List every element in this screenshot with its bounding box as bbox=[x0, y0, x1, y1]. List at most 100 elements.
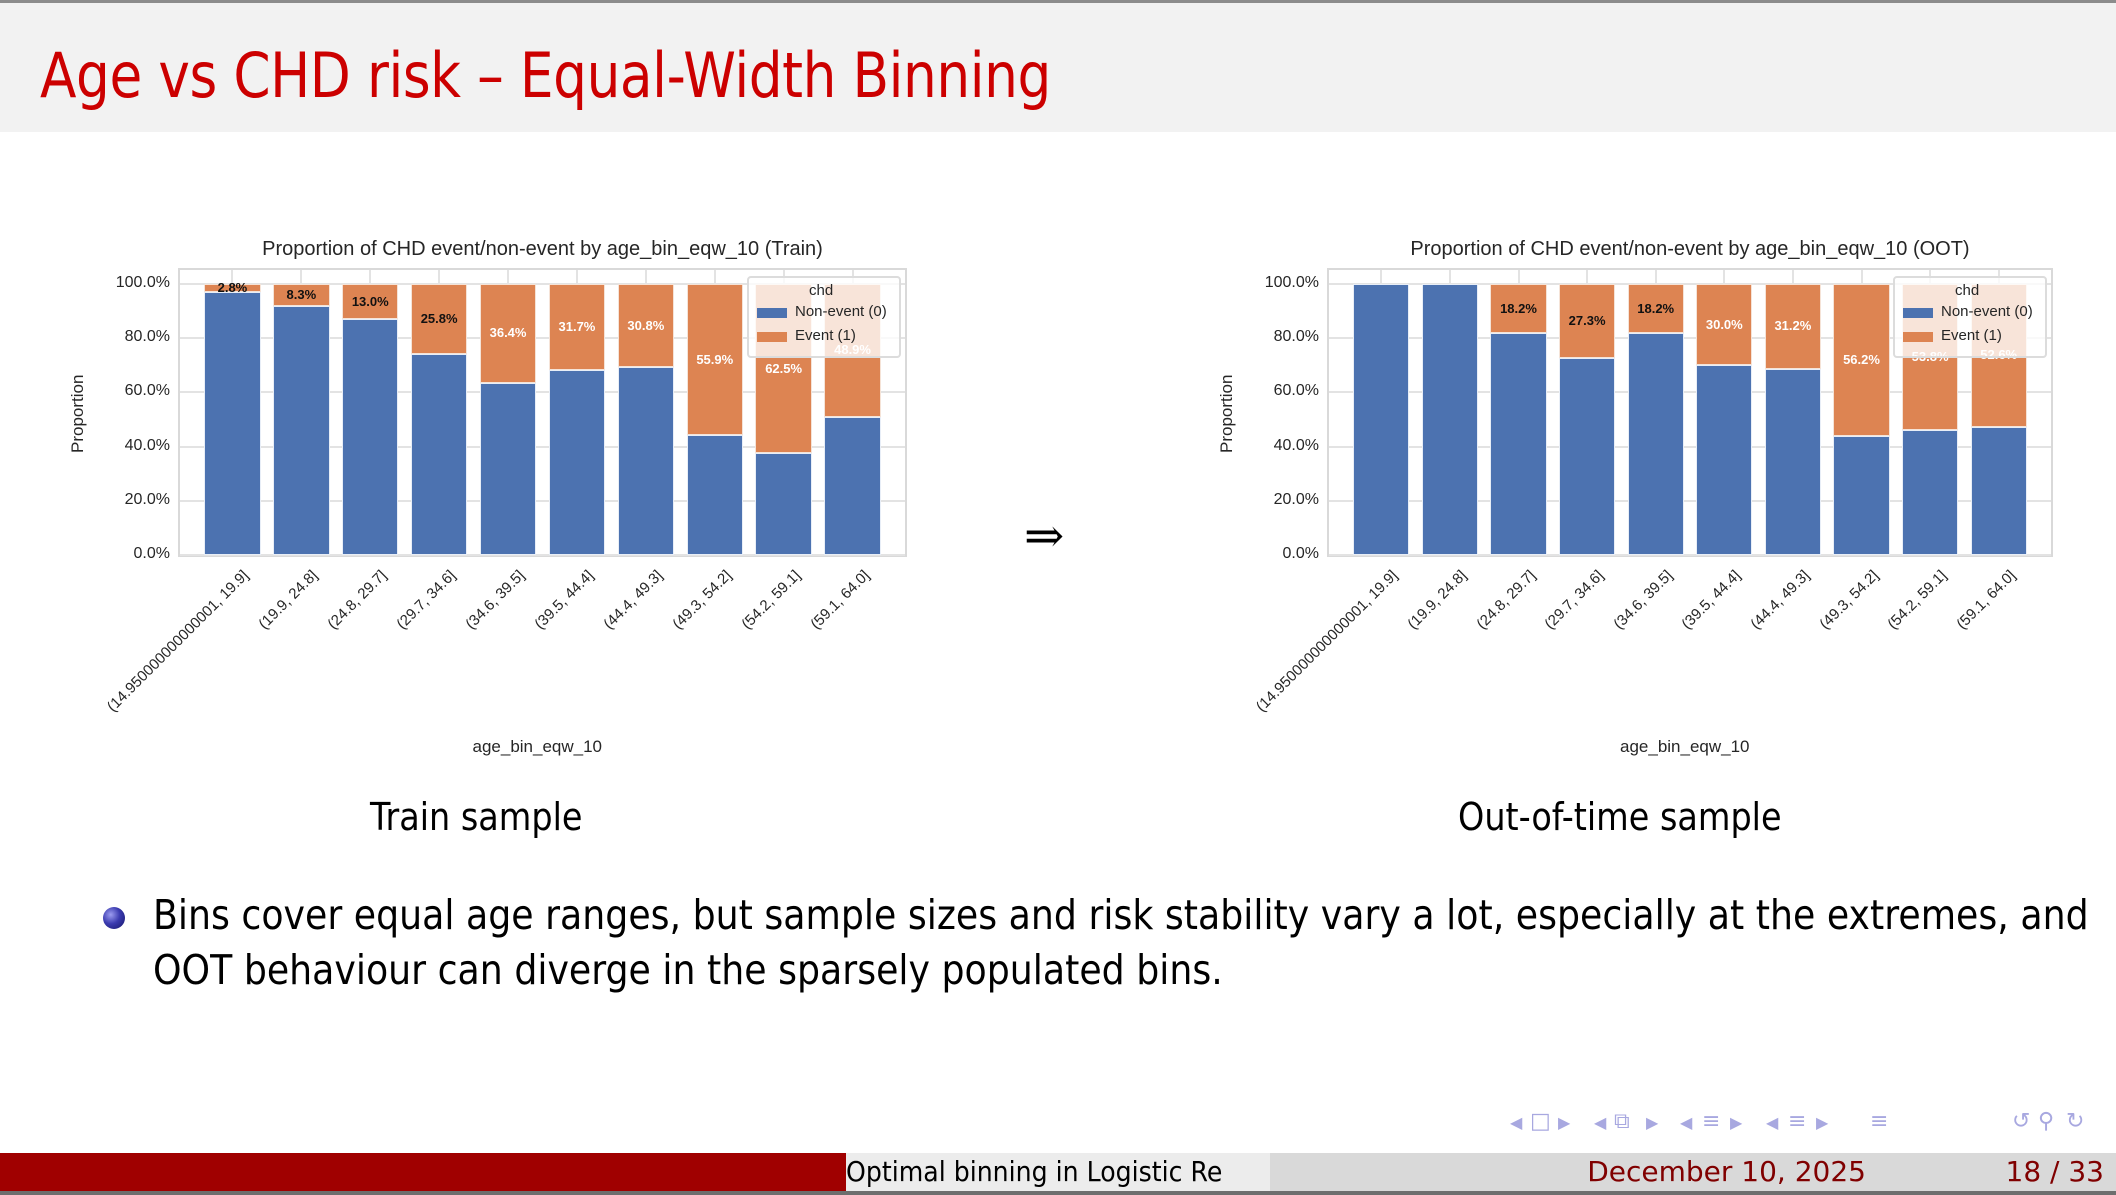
search-icon[interactable]: ⚲ bbox=[2038, 1109, 2055, 1134]
footer-author-band bbox=[0, 1153, 846, 1191]
bar-value-label: 2.8% bbox=[217, 280, 248, 295]
nav-next-doc-icon[interactable]: ▶ bbox=[1816, 1113, 1829, 1132]
bottom-rule bbox=[0, 1191, 2116, 1195]
bar-non-event bbox=[548, 369, 606, 555]
bar-value-label: 18.2% bbox=[1500, 300, 1537, 316]
caption-train: Train sample bbox=[370, 795, 583, 839]
bar-event bbox=[1764, 284, 1822, 369]
bar-value-label: 30.8% bbox=[627, 317, 665, 333]
bar-non-event bbox=[342, 319, 399, 555]
bar-non-event bbox=[479, 382, 537, 555]
nav-prev-frame-icon[interactable]: ◀ bbox=[1510, 1113, 1523, 1132]
gridline-h bbox=[1329, 283, 2051, 285]
chart-legend: chd Non-event (0) Event (1) bbox=[747, 276, 901, 358]
bar-event bbox=[1833, 284, 1890, 437]
legend-swatch-event bbox=[1903, 332, 1933, 342]
bar-event bbox=[1696, 284, 1753, 366]
y-tick-label: 40.0% bbox=[124, 436, 170, 454]
bar-value-label: 36.4% bbox=[489, 325, 527, 341]
back-icon[interactable]: ↺ bbox=[2012, 1109, 2031, 1134]
legend-label-non-event: Non-event (0) bbox=[795, 303, 887, 320]
bar-non-event bbox=[1558, 357, 1616, 555]
bar-non-event bbox=[1901, 429, 1959, 555]
bar-value-label: 18.2% bbox=[1637, 300, 1675, 316]
nav-next-subsection-icon[interactable]: ▶ bbox=[1646, 1113, 1659, 1132]
bar-non-event bbox=[1353, 284, 1410, 555]
y-tick-label: 40.0% bbox=[1273, 436, 1319, 454]
nav-next-frame-icon[interactable]: ▶ bbox=[1558, 1113, 1571, 1132]
gridline-h bbox=[1329, 391, 2051, 394]
bar-non-event bbox=[1833, 436, 1890, 555]
chart-legend: chd Non-event (0) Event (1) bbox=[1893, 276, 2047, 358]
y-tick-label: 20.0% bbox=[124, 490, 170, 508]
bar-value-label: 13.0% bbox=[351, 293, 389, 309]
y-tick-label: 60.0% bbox=[1273, 382, 1319, 400]
bar-non-event bbox=[1421, 284, 1479, 555]
legend-label-event: Event (1) bbox=[1941, 327, 2002, 344]
nav-prev-subsection-icon[interactable]: ◀ bbox=[1594, 1113, 1607, 1132]
bar-non-event bbox=[824, 416, 881, 555]
frame-icon[interactable]: □ bbox=[1530, 1109, 1551, 1134]
footer-date-band: December 10, 2025 18 / 33 bbox=[1270, 1153, 2116, 1191]
gridline-h bbox=[180, 554, 905, 556]
chart-title: Proportion of CHD event/non-event by age… bbox=[262, 238, 823, 260]
bar-non-event bbox=[1696, 365, 1753, 555]
legend-swatch-non-event bbox=[757, 308, 787, 318]
y-tick-label: 100.0% bbox=[115, 274, 170, 291]
bar-non-event bbox=[1970, 426, 2027, 555]
subsection-icon[interactable]: ⧉ bbox=[1614, 1109, 1630, 1134]
bar-event bbox=[1627, 284, 1684, 334]
appendix-icon[interactable]: ≡ bbox=[1870, 1109, 1889, 1134]
bar-value-label: 25.8% bbox=[420, 310, 458, 326]
y-tick-label: 80.0% bbox=[124, 328, 170, 346]
bar-value-label: 30.0% bbox=[1705, 316, 1743, 332]
legend-label-non-event: Non-event (0) bbox=[1941, 303, 2033, 320]
y-tick-label: 0.0% bbox=[1282, 545, 1319, 562]
bar-event bbox=[273, 284, 330, 307]
x-axis-label: age_bin_eqw_10 bbox=[1620, 737, 1750, 756]
y-tick-label: 100.0% bbox=[1264, 274, 1319, 291]
bar-non-event bbox=[273, 306, 330, 555]
nav-prev-doc-icon[interactable]: ◀ bbox=[1766, 1113, 1779, 1132]
forward-icon[interactable]: ↻ bbox=[2066, 1109, 2085, 1134]
gridline-h bbox=[180, 283, 905, 285]
y-axis-label: Proportion bbox=[68, 374, 87, 453]
bar-value-label: 8.3% bbox=[286, 287, 317, 303]
footer-title-band: Optimal binning in Logistic Re bbox=[846, 1153, 1270, 1191]
nav-next-section-icon[interactable]: ▶ bbox=[1730, 1113, 1743, 1132]
caption-oot: Out-of-time sample bbox=[1458, 795, 1782, 839]
bar-non-event bbox=[686, 435, 743, 555]
section-icon[interactable]: ≡ bbox=[1702, 1109, 1721, 1134]
nav-prev-section-icon[interactable]: ◀ bbox=[1680, 1113, 1693, 1132]
bar-value-label: 31.7% bbox=[558, 318, 596, 334]
y-tick-label: 0.0% bbox=[133, 545, 170, 562]
gridline-h bbox=[180, 337, 905, 340]
gridline-h bbox=[180, 391, 905, 394]
bar-value-label: 55.9% bbox=[696, 351, 734, 367]
bar-non-event bbox=[1490, 333, 1547, 555]
bar-event bbox=[1558, 284, 1616, 358]
legend-swatch-non-event bbox=[1903, 308, 1933, 318]
chart-title: Proportion of CHD event/non-event by age… bbox=[1410, 238, 1970, 260]
document-icon[interactable]: ≡ bbox=[1788, 1109, 1807, 1134]
bar-event bbox=[204, 284, 261, 292]
bullet-icon bbox=[103, 907, 125, 929]
legend-title: chd bbox=[809, 282, 834, 299]
bar-event bbox=[479, 284, 537, 383]
bar-non-event bbox=[204, 291, 261, 555]
bar-value-label: 31.2% bbox=[1774, 318, 1812, 334]
x-axis-label: age_bin_eqw_10 bbox=[472, 737, 603, 756]
gridline-h bbox=[1329, 337, 2051, 340]
legend-title: chd bbox=[1955, 282, 1980, 299]
bar-event bbox=[686, 284, 743, 436]
y-axis-label: Proportion bbox=[1217, 374, 1236, 453]
bar-non-event bbox=[755, 453, 812, 555]
top-rule bbox=[0, 0, 2116, 3]
bar-event bbox=[548, 284, 606, 370]
bar-event bbox=[410, 284, 468, 354]
footer-short-title: Optimal binning in Logistic Re bbox=[846, 1155, 1223, 1188]
bar-event bbox=[342, 284, 399, 320]
footer-date: December 10, 2025 bbox=[1587, 1155, 1866, 1188]
gridline-h bbox=[1329, 499, 2051, 502]
y-tick-label: 60.0% bbox=[124, 382, 170, 400]
